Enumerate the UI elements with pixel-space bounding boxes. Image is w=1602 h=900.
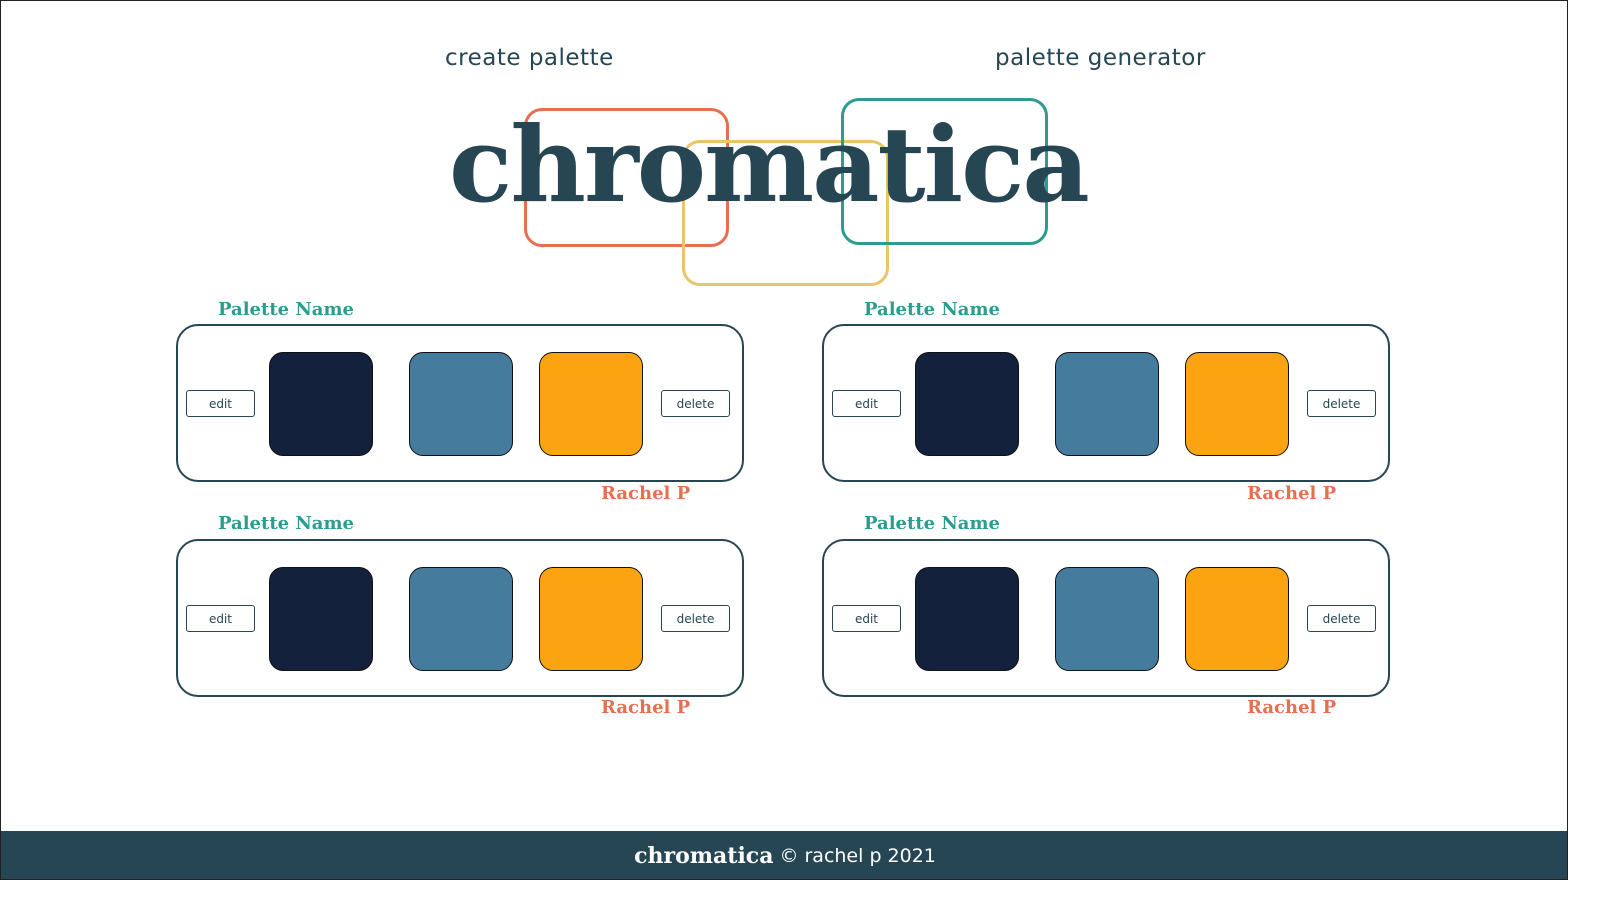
palette-generator-link[interactable]: palette generator bbox=[995, 45, 1206, 71]
color-swatch[interactable] bbox=[915, 352, 1019, 456]
color-swatch[interactable] bbox=[409, 352, 513, 456]
palette-name: Palette Name bbox=[864, 299, 1000, 320]
edit-button[interactable]: edit bbox=[832, 605, 901, 632]
footer-copyright: © rachel p 2021 bbox=[779, 845, 936, 867]
color-swatch[interactable] bbox=[539, 352, 643, 456]
color-swatch[interactable] bbox=[409, 567, 513, 671]
edit-button[interactable]: edit bbox=[186, 390, 255, 417]
palette-card: edit delete bbox=[176, 324, 744, 482]
delete-button[interactable]: delete bbox=[1307, 605, 1376, 632]
palette-name: Palette Name bbox=[864, 513, 1000, 534]
palette-author: Rachel P bbox=[1247, 697, 1337, 718]
delete-button[interactable]: delete bbox=[661, 605, 730, 632]
footer: chromatica © rachel p 2021 bbox=[1, 831, 1567, 879]
palette-name: Palette Name bbox=[218, 513, 354, 534]
palette-card: edit delete bbox=[822, 324, 1390, 482]
color-swatch[interactable] bbox=[539, 567, 643, 671]
page-frame: create palette palette generator chromat… bbox=[0, 0, 1568, 880]
delete-button[interactable]: delete bbox=[1307, 390, 1376, 417]
color-swatch[interactable] bbox=[1055, 567, 1159, 671]
logo-accent-box-yellow bbox=[682, 140, 889, 286]
edit-button[interactable]: edit bbox=[832, 390, 901, 417]
palette-author: Rachel P bbox=[601, 483, 691, 504]
hero-logo: chromatica bbox=[1, 1, 1567, 301]
palette-author: Rachel P bbox=[1247, 483, 1337, 504]
logo-wordmark: chromatica bbox=[449, 103, 1090, 226]
palette-card: edit delete bbox=[822, 539, 1390, 697]
color-swatch[interactable] bbox=[1185, 567, 1289, 671]
color-swatch[interactable] bbox=[915, 567, 1019, 671]
color-swatch[interactable] bbox=[269, 352, 373, 456]
logo-accent-box-coral bbox=[524, 108, 729, 247]
footer-logo[interactable]: chromatica bbox=[634, 843, 774, 869]
delete-button[interactable]: delete bbox=[661, 390, 730, 417]
logo-accent-box-teal bbox=[841, 98, 1048, 245]
edit-button[interactable]: edit bbox=[186, 605, 255, 632]
color-swatch[interactable] bbox=[269, 567, 373, 671]
palette-card: edit delete bbox=[176, 539, 744, 697]
palette-author: Rachel P bbox=[601, 697, 691, 718]
color-swatch[interactable] bbox=[1185, 352, 1289, 456]
color-swatch[interactable] bbox=[1055, 352, 1159, 456]
palette-name: Palette Name bbox=[218, 299, 354, 320]
create-palette-link[interactable]: create palette bbox=[445, 45, 614, 71]
